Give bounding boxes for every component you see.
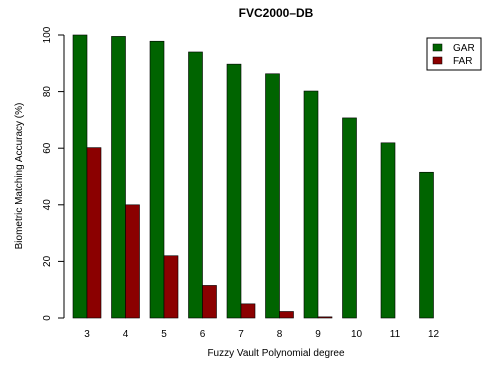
y-ticks: 0 20 40 60 80 100 bbox=[42, 26, 64, 321]
legend-box bbox=[426, 37, 482, 71]
x-tick-label-7: 7 bbox=[238, 329, 244, 340]
x-tick-label-6: 6 bbox=[200, 329, 206, 340]
bars-group bbox=[72, 34, 434, 319]
bar-gar-8 bbox=[265, 73, 280, 319]
y-tick-label-60: 60 bbox=[42, 142, 53, 154]
x-tick-label-12: 12 bbox=[428, 329, 440, 340]
bar-gar-7 bbox=[226, 63, 242, 319]
x-tick-label-10: 10 bbox=[351, 329, 363, 340]
legend: GAR FAR bbox=[426, 37, 482, 71]
x-tick-labels: 3 4 5 6 7 8 9 10 11 12 bbox=[84, 329, 439, 340]
bar-gar-12 bbox=[419, 171, 434, 319]
legend-label-gar: GAR bbox=[453, 43, 475, 54]
legend-label-far: FAR bbox=[453, 56, 472, 67]
x-tick-label-4: 4 bbox=[123, 329, 129, 340]
bar-gar-3 bbox=[72, 34, 88, 319]
legend-swatch-far bbox=[432, 56, 443, 65]
y-tick-label-0: 0 bbox=[42, 315, 53, 321]
y-tick-label-20: 20 bbox=[42, 255, 53, 267]
x-tick-label-9: 9 bbox=[315, 329, 321, 340]
bar-gar-5 bbox=[149, 40, 165, 319]
y-tick-label-80: 80 bbox=[42, 86, 53, 98]
bar-far-6 bbox=[202, 285, 217, 319]
x-tick-label-5: 5 bbox=[161, 329, 167, 340]
legend-swatch-gar bbox=[432, 43, 443, 52]
x-axis-label: Fuzzy Vault Polynomial degree bbox=[207, 348, 345, 359]
bar-gar-4 bbox=[111, 36, 126, 319]
y-tick-label-40: 40 bbox=[42, 199, 53, 211]
bar-gar-11 bbox=[380, 142, 396, 319]
x-tick-label-3: 3 bbox=[84, 329, 90, 340]
y-tick-label-100: 100 bbox=[42, 26, 53, 43]
bar-far-7 bbox=[240, 303, 256, 319]
y-axis-label: Biometric Matching Accuracy (%) bbox=[14, 103, 25, 250]
x-tick-label-8: 8 bbox=[277, 329, 283, 340]
bar-gar-9 bbox=[303, 90, 319, 319]
bar-far-5 bbox=[163, 255, 179, 319]
chart-title: FVC2000–DB bbox=[239, 6, 314, 20]
bar-gar-6 bbox=[188, 51, 203, 319]
bar-gar-10 bbox=[342, 117, 357, 319]
x-tick-label-11: 11 bbox=[390, 329, 401, 340]
bar-far-3 bbox=[86, 147, 102, 319]
bar-far-8 bbox=[279, 311, 294, 319]
bar-far-9 bbox=[317, 316, 333, 319]
bar-far-4 bbox=[125, 204, 140, 319]
